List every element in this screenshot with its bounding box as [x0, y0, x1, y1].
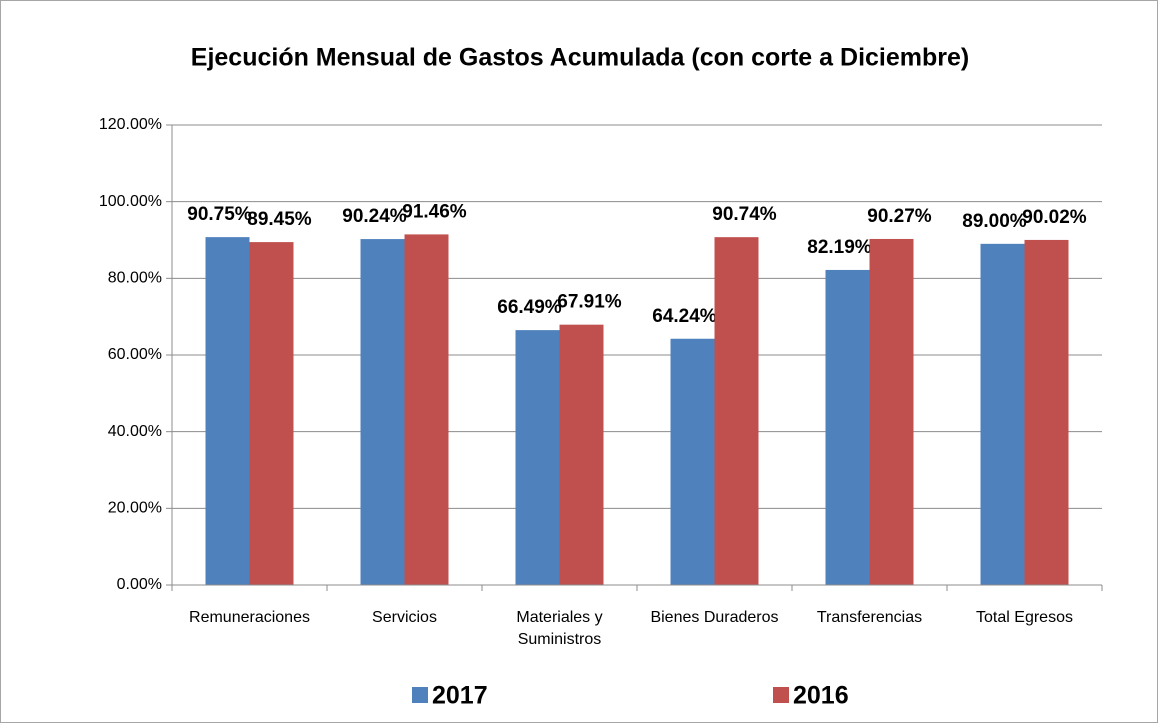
x-tick-label: Materiales y Suministros: [516, 609, 603, 648]
bar: [515, 330, 560, 585]
bar: [670, 338, 715, 585]
x-tick-label: Total Egresos: [976, 609, 1073, 626]
data-label: 90.02%: [1022, 207, 1087, 228]
y-tick-label: 100.00%: [99, 193, 162, 210]
data-label: 90.74%: [712, 204, 777, 225]
y-tick-label: 40.00%: [108, 423, 162, 440]
bar: [249, 242, 294, 585]
data-label: 89.00%: [962, 211, 1027, 232]
y-tick-label: 120.00%: [99, 116, 162, 133]
data-label: 64.24%: [652, 306, 717, 327]
y-tick-label: 20.00%: [108, 500, 162, 517]
data-label: 66.49%: [497, 297, 562, 318]
legend-swatch: [773, 687, 789, 703]
y-tick-label: 80.00%: [108, 270, 162, 287]
legend-swatch: [412, 687, 428, 703]
data-label: 89.45%: [247, 209, 312, 230]
x-tick-label: Bienes Duraderos: [650, 609, 779, 626]
legend-label: 2017: [432, 682, 488, 710]
y-tick-label: 60.00%: [108, 346, 162, 363]
data-label: 90.24%: [342, 206, 407, 227]
bar: [825, 269, 870, 585]
bar: [559, 324, 604, 585]
data-label: 90.75%: [187, 204, 252, 225]
bar: [1024, 239, 1069, 585]
x-tick-label: Transferencias: [816, 609, 923, 626]
x-tick-label: Servicios: [372, 609, 437, 626]
bar: [869, 238, 914, 585]
bar: [404, 234, 449, 586]
bar: [205, 237, 250, 585]
data-label: 67.91%: [557, 292, 622, 313]
chart-title: Ejecución Mensual de Gastos Acumulada (c…: [191, 44, 969, 72]
data-label: 82.19%: [807, 237, 872, 258]
bar: [360, 239, 405, 585]
legend-label: 2016: [793, 682, 849, 710]
y-tick-label: 0.00%: [117, 576, 162, 593]
bar: [980, 243, 1025, 586]
x-tick-label: Remuneraciones: [189, 609, 310, 626]
bar: [714, 237, 759, 585]
data-label: 91.46%: [402, 201, 467, 222]
data-label: 90.27%: [867, 206, 932, 227]
